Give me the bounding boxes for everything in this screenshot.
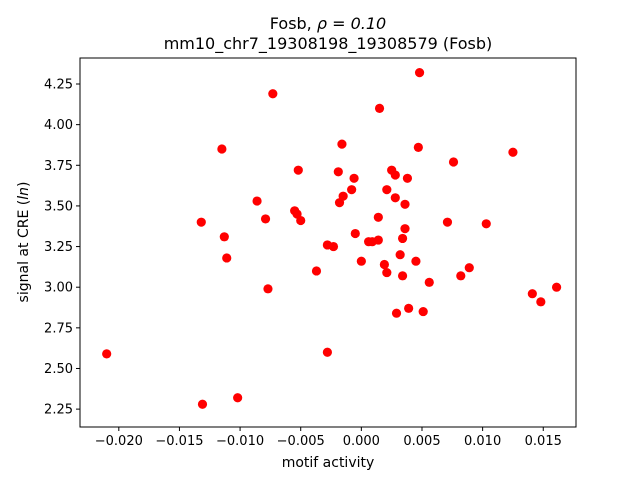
data-point: [260, 214, 271, 224]
data-point: [268, 89, 278, 99]
data-point: [442, 217, 453, 227]
chart-title-line2: mm10_chr7_19308198_19308579 (Fosb): [164, 34, 493, 54]
data-point: [219, 232, 229, 242]
data-point: [374, 103, 385, 113]
data-point: [448, 157, 459, 167]
y-tick-label: 2.50: [44, 362, 73, 377]
x-tick-label: −0.010: [216, 434, 264, 449]
data-point: [197, 399, 208, 409]
data-point: [293, 165, 303, 175]
data-point: [508, 147, 518, 157]
data-point: [296, 215, 306, 226]
data-point: [311, 266, 322, 276]
data-point: [233, 393, 243, 403]
data-point: [536, 297, 546, 307]
data-point: [196, 217, 206, 227]
data-point: [217, 144, 227, 154]
data-point: [333, 167, 343, 177]
data-point: [391, 308, 402, 318]
chart-title-rho: ρ = 0.10: [317, 14, 386, 33]
y-tick-label: 3.75: [44, 159, 73, 174]
data-point: [222, 253, 232, 263]
data-point: [350, 228, 360, 239]
y-tick-label: 3.50: [44, 199, 73, 214]
data-point: [347, 185, 357, 195]
data-points: [102, 68, 562, 409]
data-point: [411, 256, 421, 266]
chart-title-line1: Fosb, ρ = 0.10: [270, 14, 386, 33]
data-point: [527, 289, 537, 299]
data-point: [102, 349, 112, 359]
data-point: [373, 212, 383, 222]
data-point: [379, 259, 389, 270]
data-point: [382, 267, 392, 278]
data-point: [382, 185, 392, 195]
data-point: [338, 191, 348, 201]
y-axis-label-suffix: ): [16, 182, 32, 187]
data-point: [551, 282, 562, 292]
x-tick-label: 0.015: [525, 434, 562, 449]
data-point: [404, 303, 414, 313]
data-point: [456, 271, 466, 281]
x-tick-label: 0.000: [343, 434, 380, 449]
data-point: [413, 142, 423, 153]
data-point: [322, 347, 332, 357]
data-point: [481, 219, 491, 229]
y-tick-label: 4.25: [44, 78, 73, 93]
data-point: [390, 193, 400, 203]
data-point: [400, 199, 410, 209]
data-point: [395, 250, 405, 260]
data-point: [464, 263, 474, 273]
chart-title-gene: Fosb,: [270, 14, 317, 33]
data-point: [337, 139, 347, 149]
y-axis-label-prefix: signal at CRE (: [16, 200, 32, 303]
data-point: [400, 224, 410, 234]
data-point: [252, 196, 262, 206]
data-point: [418, 306, 428, 317]
x-tick-label: 0.005: [403, 434, 440, 449]
y-axis-label-unit: ln: [16, 187, 32, 200]
x-tick-label: −0.005: [277, 434, 325, 449]
y-tick-label: 3.00: [44, 281, 73, 296]
data-point: [414, 68, 425, 78]
data-point: [424, 277, 434, 287]
x-axis-ticks: −0.020 −0.015 −0.010 −0.005 0.000 0.005 0.010 0…: [95, 427, 562, 449]
x-tick-label: −0.020: [95, 434, 143, 449]
x-axis-label: motif activity: [282, 455, 375, 471]
y-tick-label: 2.75: [44, 321, 73, 336]
data-point: [349, 173, 359, 183]
y-axis-ticks: 2.25 2.50 2.75 3.00 3.25 3.50 3.75 4.00 4.25: [44, 78, 80, 418]
y-tick-label: 3.25: [44, 240, 73, 255]
data-point: [328, 241, 339, 252]
y-tick-label: 4.00: [44, 118, 73, 133]
y-axis-label: signal at CRE (ln): [16, 182, 32, 303]
data-point: [402, 173, 413, 183]
x-tick-label: −0.015: [155, 434, 203, 449]
data-point: [373, 235, 383, 245]
x-tick-label: 0.010: [464, 434, 501, 449]
data-point: [397, 271, 408, 281]
data-point: [356, 256, 366, 266]
data-point: [397, 233, 408, 244]
axes-frame: [79, 57, 577, 428]
data-point: [263, 284, 273, 294]
y-tick-label: 2.25: [44, 403, 73, 418]
data-point: [390, 170, 400, 180]
